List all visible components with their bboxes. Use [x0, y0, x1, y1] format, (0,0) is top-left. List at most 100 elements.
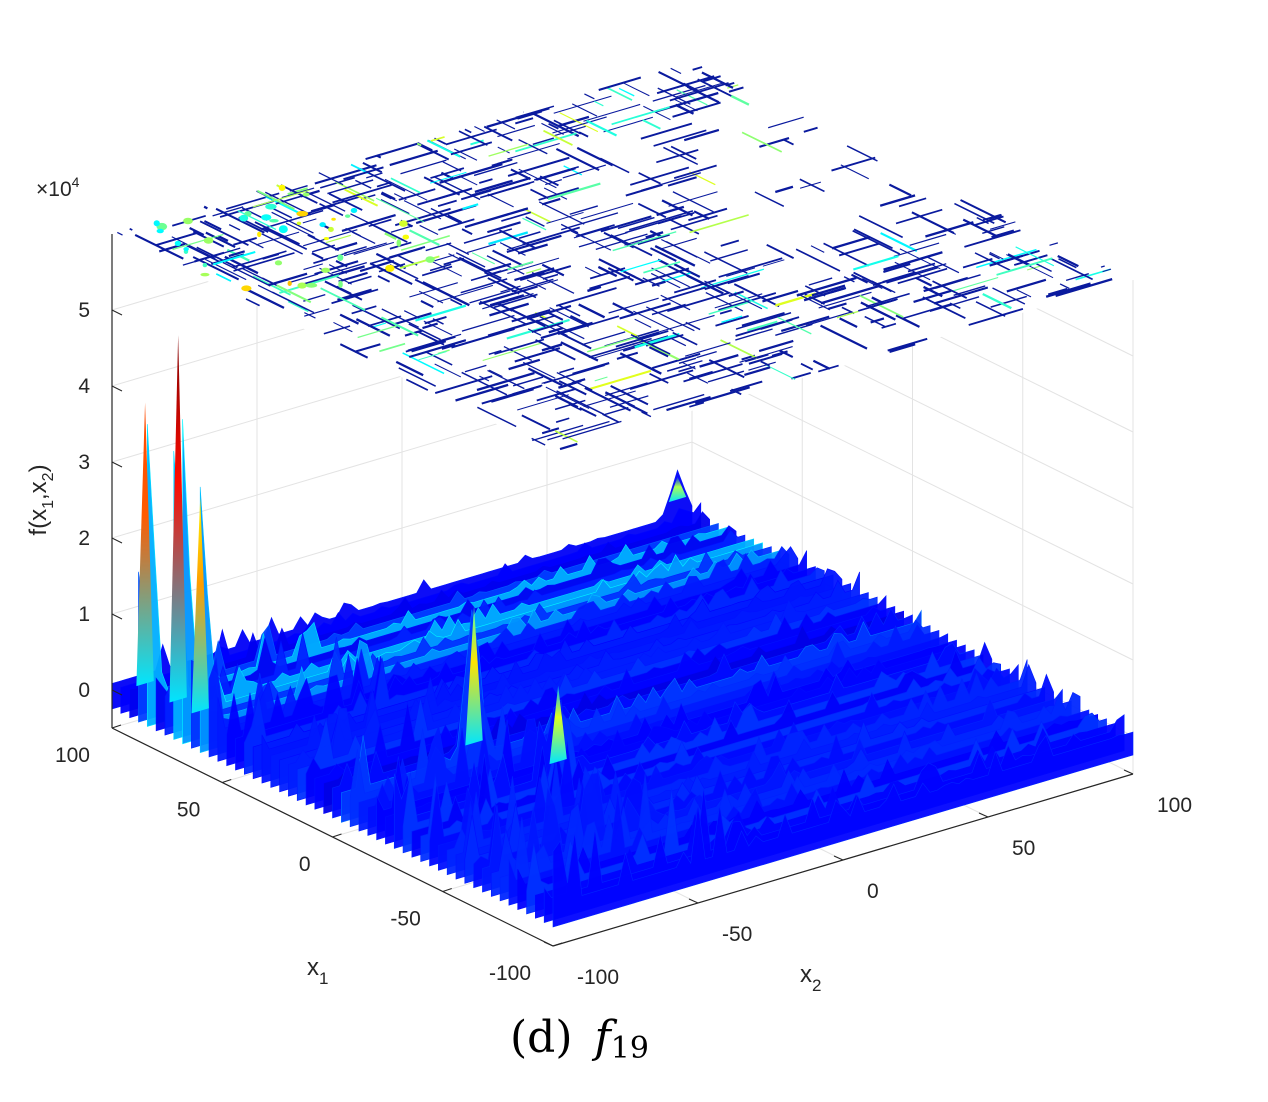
contour-line: [496, 119, 516, 130]
contour-line: [630, 166, 690, 186]
contour-line: [532, 112, 580, 138]
contour-line: [517, 243, 548, 255]
contour-line: [694, 386, 750, 405]
x1-tick-label: 50: [177, 799, 200, 822]
contour-line: [172, 233, 224, 251]
contour-line: [507, 257, 560, 274]
contour-line: [602, 413, 619, 423]
contour-line: [588, 337, 652, 359]
contour-blob: [203, 237, 214, 244]
surface-peak: [136, 402, 154, 687]
contour-line: [464, 128, 472, 134]
contour-line: [243, 287, 285, 309]
contour-line: [466, 243, 497, 254]
contour-line: [464, 207, 529, 229]
contour-line: [645, 334, 684, 347]
contour-line: [379, 342, 406, 353]
contour-line: [217, 235, 229, 243]
contour-line: [451, 327, 515, 349]
contour-line: [541, 122, 564, 135]
contour-line: [323, 325, 351, 335]
contour-line: [795, 248, 841, 272]
contour-line: [583, 390, 636, 408]
contour-line: [579, 406, 597, 417]
contour-line: [879, 194, 916, 207]
contour-line: [766, 243, 795, 259]
contour-blob: [269, 219, 279, 223]
contour-line: [780, 315, 830, 333]
contour-line: [982, 213, 1002, 221]
contour-line: [501, 211, 532, 222]
contour-line: [455, 383, 509, 402]
contour-line: [633, 310, 674, 332]
contour-line: [311, 252, 324, 260]
contour-line: [403, 310, 420, 319]
contour-line: [558, 379, 582, 389]
contour-line: [497, 158, 512, 165]
contour-line: [429, 263, 452, 272]
contour-line: [827, 302, 847, 310]
contour-line: [499, 242, 519, 253]
contour-line: [390, 225, 414, 233]
contour-line: [797, 293, 831, 311]
contour-line: [733, 283, 780, 308]
contour-line: [634, 318, 652, 328]
contour-line: [667, 291, 730, 313]
contour-line: [859, 294, 904, 318]
contour-line: [380, 199, 410, 215]
contour-line: [471, 252, 495, 265]
contour-blob: [344, 214, 351, 218]
contour-line: [403, 200, 442, 220]
contour-line: [775, 292, 816, 307]
contour-blob: [200, 272, 210, 277]
contour-line: [571, 103, 598, 117]
contour-line: [791, 371, 812, 380]
contour-line: [489, 302, 529, 317]
contour-line: [925, 221, 974, 238]
contour-line: [549, 307, 590, 328]
contour-line: [1015, 246, 1055, 267]
contour-line: [281, 187, 315, 199]
contour-line: [548, 327, 564, 334]
contour-line: [389, 149, 439, 167]
contour-blob: [297, 282, 307, 289]
contour-line: [883, 263, 911, 273]
contour-line: [440, 171, 454, 180]
contour-line: [434, 375, 493, 394]
contour-line: [497, 124, 535, 138]
contour-line: [376, 181, 392, 188]
contour-line: [357, 324, 399, 339]
contour-line: [344, 188, 379, 207]
contour-line: [333, 321, 353, 333]
contour-line: [714, 293, 763, 309]
contour-line: [669, 82, 729, 102]
contour-line: [335, 260, 348, 268]
contour-line: [996, 257, 1053, 276]
contour-line: [489, 294, 525, 307]
contour-line: [594, 100, 604, 107]
contour-line: [594, 376, 608, 382]
contour-line: [474, 179, 513, 193]
contour-blob: [350, 207, 358, 214]
contour-line: [851, 273, 869, 284]
contour-line: [622, 82, 650, 97]
contour-line: [393, 193, 407, 201]
contour-line: [627, 402, 648, 415]
contour-line: [774, 185, 794, 194]
contour-line: [205, 258, 247, 281]
contour-blob: [153, 220, 160, 227]
contour-line: [846, 145, 878, 162]
contour-line: [852, 229, 901, 255]
contour-blob: [156, 228, 164, 234]
contour-blob: [338, 280, 343, 288]
contour-line: [924, 218, 957, 235]
contour-line: [853, 255, 899, 271]
contour-line: [325, 234, 351, 244]
contour-line: [696, 351, 717, 359]
contour-blob: [202, 263, 208, 268]
contour-line: [405, 378, 429, 391]
contour-line: [578, 231, 628, 248]
contour-line: [539, 175, 559, 187]
contour-line: [532, 137, 555, 145]
contour-line: [689, 214, 749, 234]
